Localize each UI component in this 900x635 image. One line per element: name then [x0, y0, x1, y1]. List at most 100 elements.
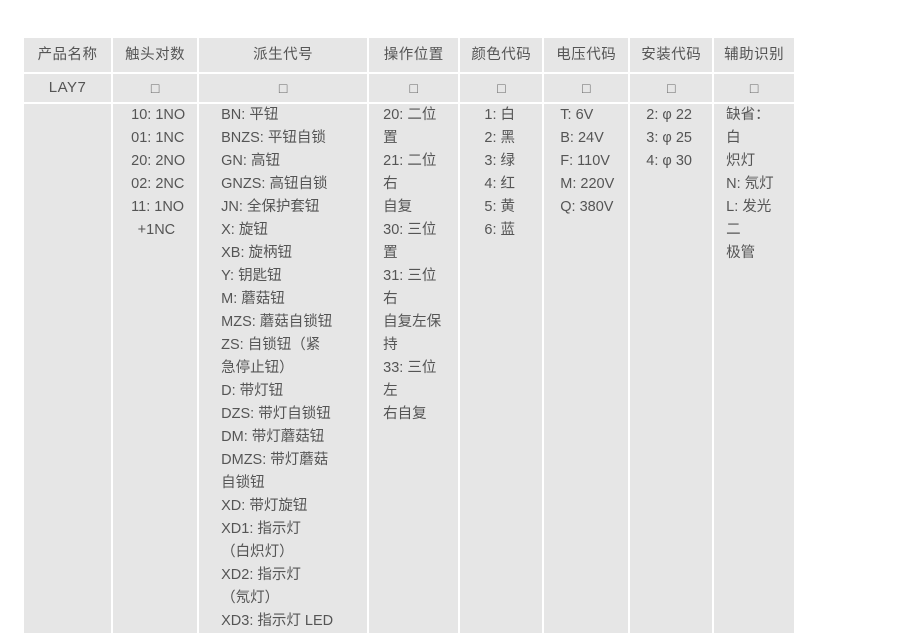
option-line: 4: 红: [484, 176, 515, 192]
options-list-contact-pairs: 10: 1NO 01: 1NC 20: 2NO 02: 2NC 11: 1NO +1NC: [113, 104, 197, 242]
option-line: 20: 二位置: [383, 107, 437, 146]
option-line: 30: 三位置: [383, 222, 437, 261]
option-line: 极管: [726, 245, 756, 261]
option-line: Q: 380V: [560, 199, 614, 215]
square-placeholder-icon: □: [278, 80, 288, 96]
option-line: 01: 1NC: [131, 130, 185, 146]
option-line: BNZS: 平钮自锁: [221, 130, 326, 146]
square-placeholder-icon: □: [666, 80, 676, 96]
square-placeholder-icon: □: [409, 80, 418, 96]
option-line: ZS: 自锁钮（紧: [221, 337, 321, 353]
option-line: 4: φ 30: [646, 153, 692, 169]
option-line: X: 旋钮: [221, 222, 268, 238]
column-header-color-code: 颜色代码: [460, 38, 543, 72]
column-header-auxiliary-identification: 辅助识别: [714, 38, 794, 72]
option-line: M: 220V: [560, 176, 615, 192]
column-header-derivative-code: 派生代号: [199, 38, 368, 72]
table-options-row: 10: 1NO 01: 1NC 20: 2NO 02: 2NC 11: 1NO +1NC …: [24, 104, 794, 633]
column-header-label: 颜色代码: [471, 47, 532, 63]
options-cell-derivative-code: BN: 平钮 BNZS: 平钮自锁 GN: 高钮 GNZS: 高钮自锁 JN: 全保护套…: [199, 104, 368, 633]
option-line: 急停止钮）: [221, 360, 294, 376]
option-line: DM: 带灯蘑菇钮: [221, 429, 325, 445]
product-model-code-table: 产品名称 触头对数 派生代号 操作位置 颜色代码 电压代码 安装: [22, 36, 796, 635]
square-placeholder-icon: □: [150, 80, 160, 96]
code-mark-cell-derivative-code: □: [199, 74, 368, 102]
options-cell-operation-position: 20: 二位置 21: 二位右 自复 30: 三位置 31: 三位右 自复左保持 33: 三…: [369, 104, 459, 633]
column-header-label: 安装代码: [641, 47, 702, 63]
option-line: 6: 蓝: [484, 222, 515, 238]
square-placeholder-icon: □: [497, 80, 506, 96]
option-line: （白炽灯）: [221, 544, 294, 560]
option-line: B: 24V: [560, 130, 604, 146]
option-line: GN: 高钮: [221, 153, 280, 169]
option-line: 右自复: [383, 406, 427, 422]
option-line: BN: 平钮: [221, 107, 279, 123]
options-cell-auxiliary-identification: 缺省：白炽灯 N: 氖灯 L: 发光二极管: [714, 104, 794, 633]
code-mark-cell-product-name: LAY7: [24, 74, 112, 102]
column-header-product-name: 产品名称: [24, 38, 112, 72]
option-line: DZS: 带灯自锁钮: [221, 406, 331, 422]
option-line: L: 发光二: [726, 199, 772, 238]
table-header-row: 产品名称 触头对数 派生代号 操作位置 颜色代码 电压代码 安装: [24, 38, 794, 72]
column-header-mounting-code: 安装代码: [630, 38, 713, 72]
options-cell-contact-pairs: 10: 1NO 01: 1NC 20: 2NO 02: 2NC 11: 1NO +1NC: [113, 104, 198, 633]
options-cell-product-name-empty: [24, 104, 112, 633]
option-line: 11: 1NO: [131, 199, 185, 215]
column-header-voltage-code: 电压代码: [544, 38, 629, 72]
options-cell-color-code: 1: 白 2: 黑 3: 绿 4: 红 5: 黄 6: 蓝: [460, 104, 543, 633]
option-line: 3: 绿: [484, 153, 515, 169]
option-line: F: 110V: [560, 153, 610, 169]
option-line: 自锁钮: [221, 475, 265, 491]
option-line: DMZS: 带灯蘑菇: [221, 452, 329, 468]
option-line: JN: 全保护套钮: [221, 199, 320, 215]
options-list-operation-position: 20: 二位置 21: 二位右 自复 30: 三位置 31: 三位右 自复左保持 33: 三…: [369, 104, 458, 426]
option-line: GNZS: 高钮自锁: [221, 176, 328, 192]
option-line: 20: 2NO: [131, 153, 186, 169]
option-line: Y: 钥匙钮: [221, 268, 282, 284]
option-line: （氖灯）: [221, 590, 280, 606]
option-line: 02: 2NC: [131, 176, 185, 192]
option-line: 33: 三位左: [383, 360, 437, 399]
options-cell-voltage-code: T: 6V B: 24V F: 110V M: 220V Q: 380V: [544, 104, 629, 633]
option-line: T: 6V: [560, 107, 594, 123]
options-list-mounting-code: 2: φ 22 3: φ 25 4: φ 30: [630, 104, 712, 173]
option-line: XD3: 指示灯 LED: [221, 613, 334, 629]
specification-table-container: 产品名称 触头对数 派生代号 操作位置 颜色代码 电压代码 安装: [22, 36, 796, 635]
option-line: M: 蘑菇钮: [221, 291, 285, 307]
options-list-derivative-code: BN: 平钮 BNZS: 平钮自锁 GN: 高钮 GNZS: 高钮自锁 JN: 全保护套…: [199, 104, 367, 633]
options-list-voltage-code: T: 6V B: 24V F: 110V M: 220V Q: 380V: [544, 104, 628, 219]
option-line: XB: 旋柄钮: [221, 245, 293, 261]
options-cell-mounting-code: 2: φ 22 3: φ 25 4: φ 30: [630, 104, 713, 633]
option-line: 自复左保持: [383, 314, 442, 353]
column-header-label: 产品名称: [37, 47, 98, 63]
code-mark-cell-operation-position: □: [369, 74, 459, 102]
code-mark-cell-voltage-code: □: [544, 74, 629, 102]
option-line: 21: 二位右: [383, 153, 437, 192]
options-list-auxiliary-identification: 缺省：白炽灯 N: 氖灯 L: 发光二极管: [714, 104, 794, 265]
square-placeholder-icon: □: [582, 80, 591, 96]
option-line: XD: 带灯旋钮: [221, 498, 308, 514]
column-header-operation-position: 操作位置: [369, 38, 459, 72]
option-line: MZS: 蘑菇自锁钮: [221, 314, 333, 330]
option-line: N: 氖灯: [726, 176, 774, 192]
option-line: 2: 黑: [484, 130, 515, 146]
code-mark-cell-mounting-code: □: [630, 74, 713, 102]
option-line: D: 带灯钮: [221, 383, 284, 399]
column-header-label: 辅助识别: [724, 47, 785, 63]
column-header-contact-pairs: 触头对数: [113, 38, 198, 72]
column-header-label: 电压代码: [556, 47, 617, 63]
column-header-label: 触头对数: [125, 47, 186, 63]
code-mark-cell-auxiliary-identification: □: [714, 74, 794, 102]
code-mark-cell-color-code: □: [460, 74, 543, 102]
column-header-label: 派生代号: [253, 47, 314, 63]
option-line: 1: 白: [484, 107, 515, 123]
column-header-label: 操作位置: [383, 47, 444, 63]
option-line: 自复: [383, 199, 413, 215]
option-line: 炽灯: [726, 153, 756, 169]
option-line: XD1: 指示灯: [221, 521, 301, 537]
option-line: 3: φ 25: [646, 130, 692, 146]
code-mark-cell-contact-pairs: □: [113, 74, 198, 102]
option-line: +1NC: [137, 222, 176, 238]
option-line: 缺省：白: [726, 107, 770, 146]
options-list-color-code: 1: 白 2: 黑 3: 绿 4: 红 5: 黄 6: 蓝: [460, 104, 542, 242]
